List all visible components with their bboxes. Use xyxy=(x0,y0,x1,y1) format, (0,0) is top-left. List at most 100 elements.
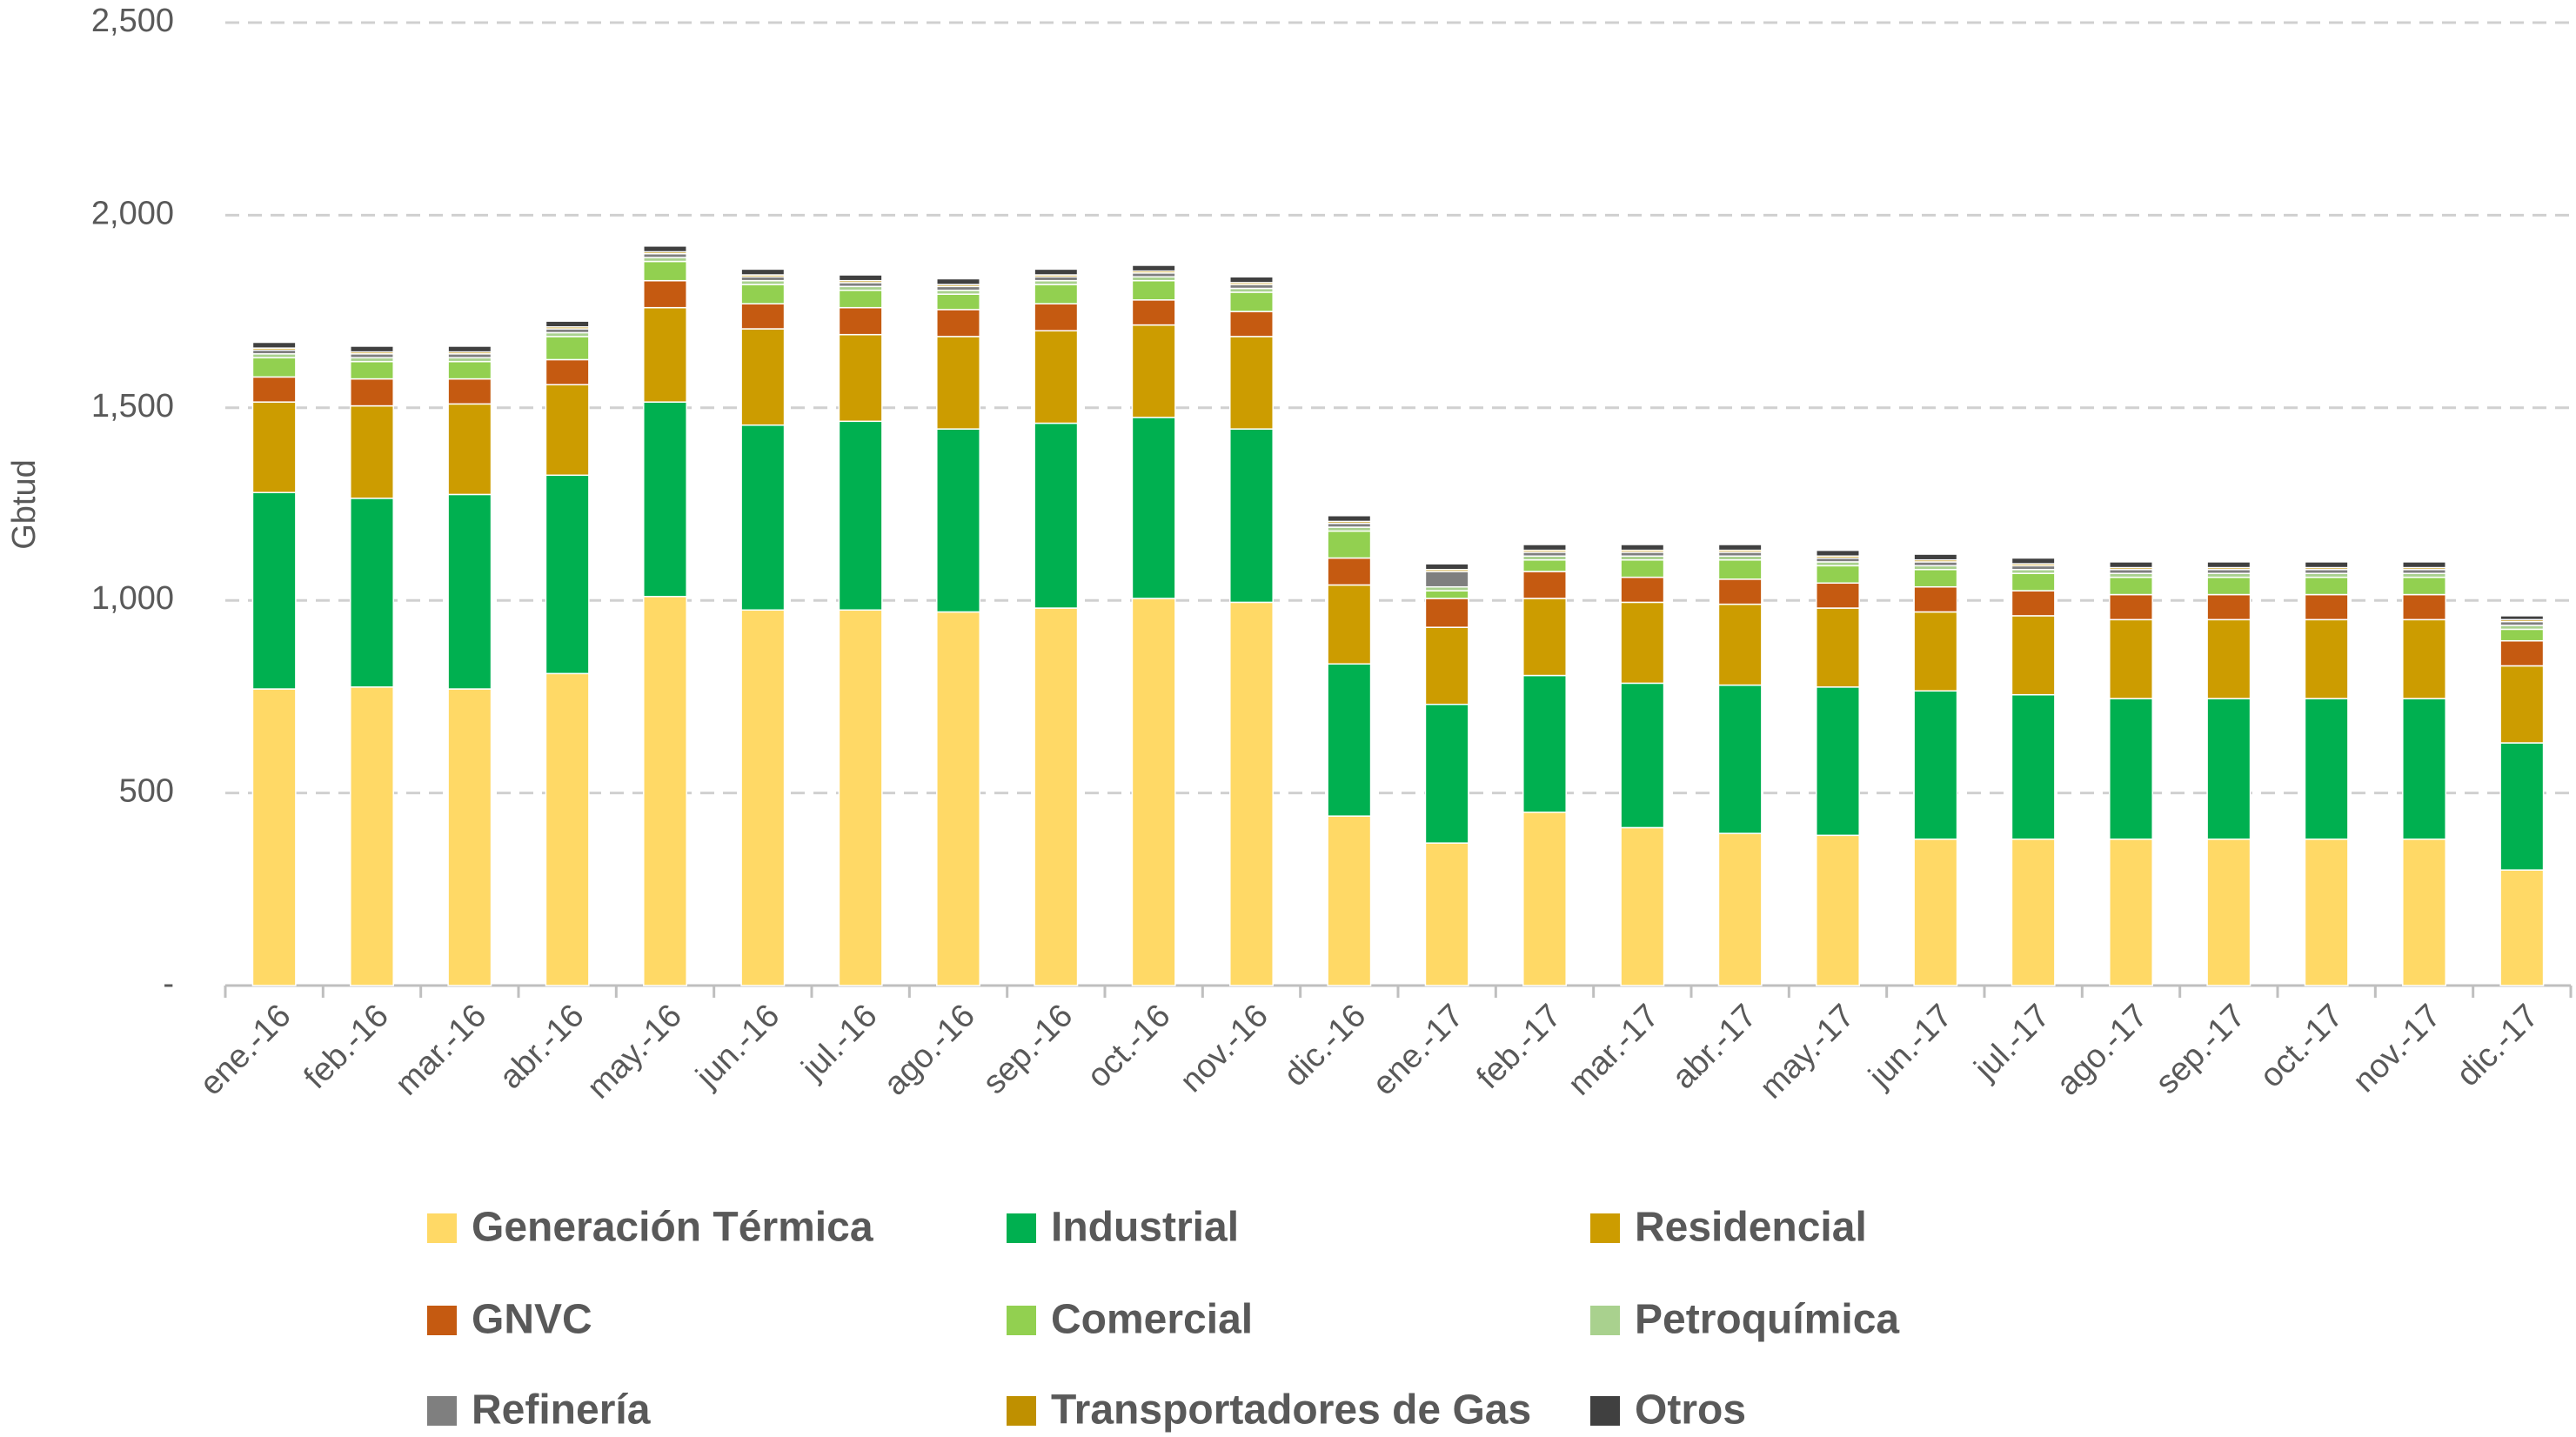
bar-segment xyxy=(1620,558,1665,578)
bar-segment xyxy=(2109,698,2153,840)
bar-segment xyxy=(936,293,980,311)
bar-segment xyxy=(1034,422,1079,609)
bar-segment xyxy=(2304,698,2349,840)
bar-segment xyxy=(251,341,297,349)
bar-segment xyxy=(2109,576,2153,596)
bar-segment xyxy=(2402,698,2446,840)
bar-segment xyxy=(350,686,394,986)
bar-segment xyxy=(350,360,394,380)
bar-segment xyxy=(1717,684,1763,834)
legend-label: Transportadores de Gas xyxy=(1051,1387,1531,1434)
bar-segment xyxy=(1816,607,1860,688)
bar-segment xyxy=(2109,618,2153,699)
x-tick-label: feb.-17 xyxy=(1470,998,1569,1096)
bar-segment xyxy=(2109,593,2153,621)
bar-segment xyxy=(1131,264,1176,272)
bar-segment xyxy=(1131,417,1176,599)
legend-swatch xyxy=(1590,1213,1620,1243)
bar-segment xyxy=(2011,615,2056,696)
legend-swatch xyxy=(427,1306,457,1335)
y-tick-label: 500 xyxy=(119,773,174,810)
bar-segment xyxy=(251,491,297,690)
bar-segment xyxy=(1034,607,1079,986)
x-tick-label: mar.-17 xyxy=(1561,998,1666,1103)
x-tick-label: oct.-16 xyxy=(1081,998,1178,1095)
bar-segment xyxy=(2206,576,2251,596)
bar-segment xyxy=(1913,553,1958,561)
bar-segment xyxy=(1717,544,1763,551)
legend-label: Residencial xyxy=(1635,1205,1867,1251)
bar-segment xyxy=(447,378,492,405)
x-tick-label: abr.-17 xyxy=(1665,998,1763,1096)
bar-segment xyxy=(350,498,394,688)
bar-segment xyxy=(740,268,786,276)
x-tick-label: sep.-17 xyxy=(2149,998,2252,1101)
y-tick-label: - xyxy=(163,966,174,1002)
bar-segment xyxy=(2402,618,2446,699)
bar-segment xyxy=(838,609,883,986)
bar-segment xyxy=(643,279,687,309)
bar-segment xyxy=(643,306,687,403)
bar-segment xyxy=(1816,834,1860,986)
bar-segment xyxy=(1424,842,1469,986)
bar-segment xyxy=(350,404,394,499)
bar-segment xyxy=(2206,618,2251,699)
bar-segment xyxy=(1522,674,1567,813)
x-tick-label: may.-16 xyxy=(580,998,689,1106)
bar-segment xyxy=(1327,530,1372,559)
bar-segment xyxy=(1717,832,1763,986)
y-tick-label: 2,500 xyxy=(91,3,174,39)
bar-segment xyxy=(2206,698,2251,840)
y-axis-label: Gbtud xyxy=(6,459,43,550)
bar-segment xyxy=(1131,598,1176,986)
bar-segment xyxy=(251,376,297,403)
bar-segment xyxy=(350,378,394,407)
x-tick-label: jul.-17 xyxy=(1967,998,2057,1088)
bar-segment xyxy=(1717,603,1763,686)
bar-segment xyxy=(1034,330,1079,424)
bar-segment xyxy=(2402,561,2446,569)
bar-segment xyxy=(936,277,980,285)
bar-segment xyxy=(2109,838,2153,986)
bar-segment xyxy=(643,401,687,598)
bar-segment xyxy=(2011,838,2056,986)
bar-segment xyxy=(545,384,590,477)
bar-segment xyxy=(1327,815,1372,986)
bar-segment xyxy=(740,609,786,986)
y-tick-label: 2,000 xyxy=(91,195,174,231)
x-tick-label: feb.-16 xyxy=(298,998,396,1096)
bar-segment xyxy=(2402,576,2446,596)
bar-segment xyxy=(936,428,980,613)
bar-segment xyxy=(2206,838,2251,986)
bar-segment xyxy=(2499,742,2545,871)
x-tick-label: jun.-17 xyxy=(1862,998,1960,1096)
x-tick-label: nov.-17 xyxy=(2346,998,2448,1099)
bar-segment xyxy=(1424,598,1469,628)
bar-segment xyxy=(545,474,590,675)
bar-segment xyxy=(2304,838,2349,986)
x-tick-label: oct.-17 xyxy=(2253,998,2351,1095)
bar-segment xyxy=(838,289,883,309)
bar-segment xyxy=(545,672,590,986)
bar-segment xyxy=(251,688,297,986)
bar-segment xyxy=(2402,838,2446,986)
bar-segment xyxy=(1620,576,1665,604)
y-tick-label: 1,500 xyxy=(91,388,174,424)
bar-segment xyxy=(1229,291,1274,312)
bar-segment xyxy=(2011,590,2056,617)
bar-segment xyxy=(447,360,492,380)
bar-segment xyxy=(2304,576,2349,596)
bar-segment xyxy=(643,596,687,986)
legend-label: Generación Térmica xyxy=(472,1205,873,1251)
bar-segment xyxy=(1816,565,1860,585)
bar-segment xyxy=(545,320,590,328)
bar-segment xyxy=(447,493,492,690)
bar-segment xyxy=(1522,811,1567,986)
bar-segment xyxy=(350,345,394,353)
bar-segment xyxy=(1522,598,1567,677)
bar-segment xyxy=(1229,336,1274,430)
bar-segment xyxy=(251,401,297,493)
bar-segment xyxy=(1816,549,1860,558)
bar-segment xyxy=(2499,665,2545,744)
bar-segment xyxy=(2109,561,2153,569)
